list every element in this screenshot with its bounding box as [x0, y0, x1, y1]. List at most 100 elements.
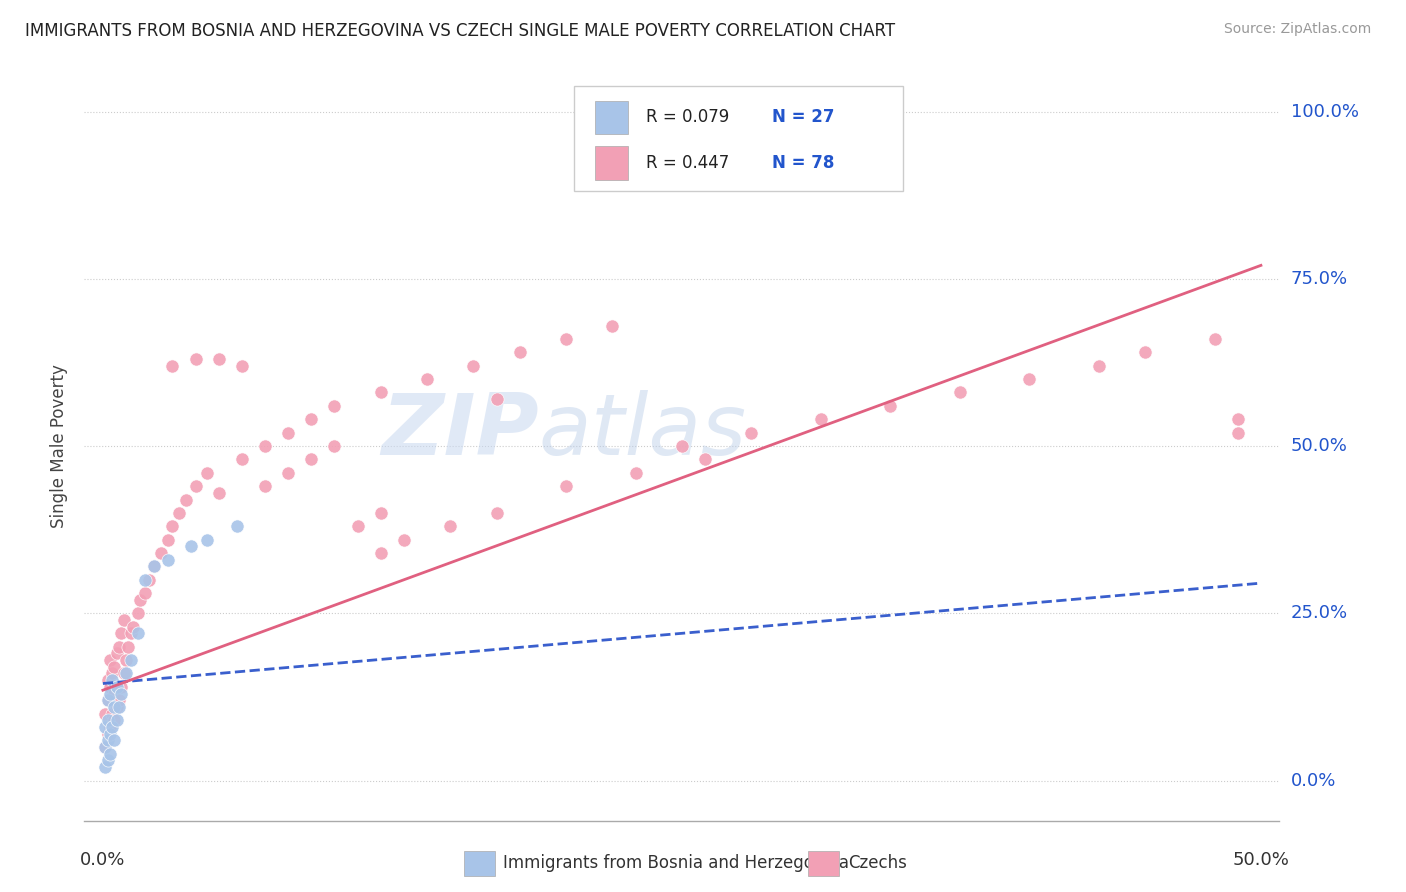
Text: Immigrants from Bosnia and Herzegovina: Immigrants from Bosnia and Herzegovina: [503, 855, 849, 872]
Text: R = 0.079: R = 0.079: [647, 108, 730, 127]
FancyBboxPatch shape: [575, 87, 903, 191]
Point: [96, 714, 118, 728]
Point: [101, 666, 124, 681]
Point: [96, 753, 118, 767]
Point: [142, 559, 165, 574]
Point: [370, 506, 392, 520]
Point: [105, 680, 128, 694]
Point: [122, 620, 145, 634]
Text: N = 78: N = 78: [772, 154, 834, 172]
Text: 100.0%: 100.0%: [1291, 103, 1358, 120]
Y-axis label: Single Male Poverty: Single Male Poverty: [51, 364, 69, 528]
Point: [96, 693, 118, 707]
Point: [392, 533, 415, 547]
Point: [134, 573, 156, 587]
Point: [693, 452, 716, 467]
Point: [129, 593, 152, 607]
Point: [162, 359, 184, 373]
Point: [138, 573, 160, 587]
Point: [96, 726, 118, 740]
Point: [103, 733, 125, 747]
Point: [323, 399, 346, 413]
Point: [120, 653, 142, 667]
Point: [103, 699, 125, 714]
Point: [108, 640, 131, 654]
Point: [98, 653, 121, 667]
Point: [110, 680, 132, 694]
Text: Source: ZipAtlas.com: Source: ZipAtlas.com: [1223, 22, 1371, 37]
Point: [624, 466, 647, 480]
Point: [195, 466, 218, 480]
Point: [120, 626, 142, 640]
Point: [1204, 332, 1226, 346]
Text: 0.0%: 0.0%: [80, 851, 125, 869]
Point: [810, 412, 832, 426]
Point: [117, 640, 139, 654]
Text: Czechs: Czechs: [848, 855, 907, 872]
Point: [346, 519, 368, 533]
Point: [96, 733, 118, 747]
Text: N = 27: N = 27: [772, 108, 834, 127]
Point: [879, 399, 901, 413]
Point: [226, 519, 249, 533]
Point: [98, 747, 121, 761]
Point: [370, 385, 392, 400]
Point: [101, 706, 124, 721]
Point: [115, 666, 138, 681]
FancyBboxPatch shape: [595, 101, 628, 134]
Point: [231, 359, 253, 373]
Point: [180, 539, 202, 553]
Point: [103, 660, 125, 674]
Point: [110, 626, 132, 640]
Point: [112, 666, 135, 681]
Point: [98, 726, 121, 740]
Point: [98, 680, 121, 694]
Point: [103, 714, 125, 728]
FancyBboxPatch shape: [595, 146, 628, 180]
Point: [602, 318, 624, 333]
Text: ZIP: ZIP: [381, 390, 538, 473]
Point: [299, 452, 322, 467]
Point: [299, 412, 322, 426]
Point: [156, 533, 179, 547]
Point: [208, 352, 231, 367]
Point: [142, 559, 165, 574]
Point: [740, 425, 762, 440]
Point: [485, 392, 508, 407]
Point: [105, 699, 128, 714]
Point: [108, 693, 131, 707]
Point: [208, 485, 231, 500]
Text: IMMIGRANTS FROM BOSNIA AND HERZEGOVINA VS CZECH SINGLE MALE POVERTY CORRELATION : IMMIGRANTS FROM BOSNIA AND HERZEGOVINA V…: [25, 22, 896, 40]
Point: [96, 673, 118, 688]
Point: [110, 687, 132, 701]
Text: R = 0.447: R = 0.447: [647, 154, 730, 172]
Point: [94, 706, 117, 721]
Point: [101, 720, 124, 734]
Point: [555, 479, 578, 493]
Point: [439, 519, 461, 533]
Text: 25.0%: 25.0%: [1291, 604, 1348, 623]
Point: [149, 546, 172, 560]
Point: [416, 372, 439, 386]
Text: 50.0%: 50.0%: [1233, 851, 1289, 869]
Point: [94, 760, 117, 774]
Point: [156, 552, 179, 567]
Point: [555, 332, 578, 346]
Point: [277, 425, 299, 440]
Point: [108, 699, 131, 714]
Point: [463, 359, 485, 373]
Point: [98, 687, 121, 701]
Point: [253, 479, 276, 493]
Point: [174, 492, 197, 507]
Text: atlas: atlas: [538, 390, 747, 473]
Text: 50.0%: 50.0%: [1291, 437, 1347, 455]
Point: [103, 687, 125, 701]
Point: [162, 519, 184, 533]
Text: 0.0%: 0.0%: [1291, 772, 1336, 789]
Point: [195, 533, 218, 547]
Point: [105, 646, 128, 660]
Point: [101, 673, 124, 688]
Point: [323, 439, 346, 453]
Text: 75.0%: 75.0%: [1291, 269, 1348, 288]
Point: [184, 479, 207, 493]
